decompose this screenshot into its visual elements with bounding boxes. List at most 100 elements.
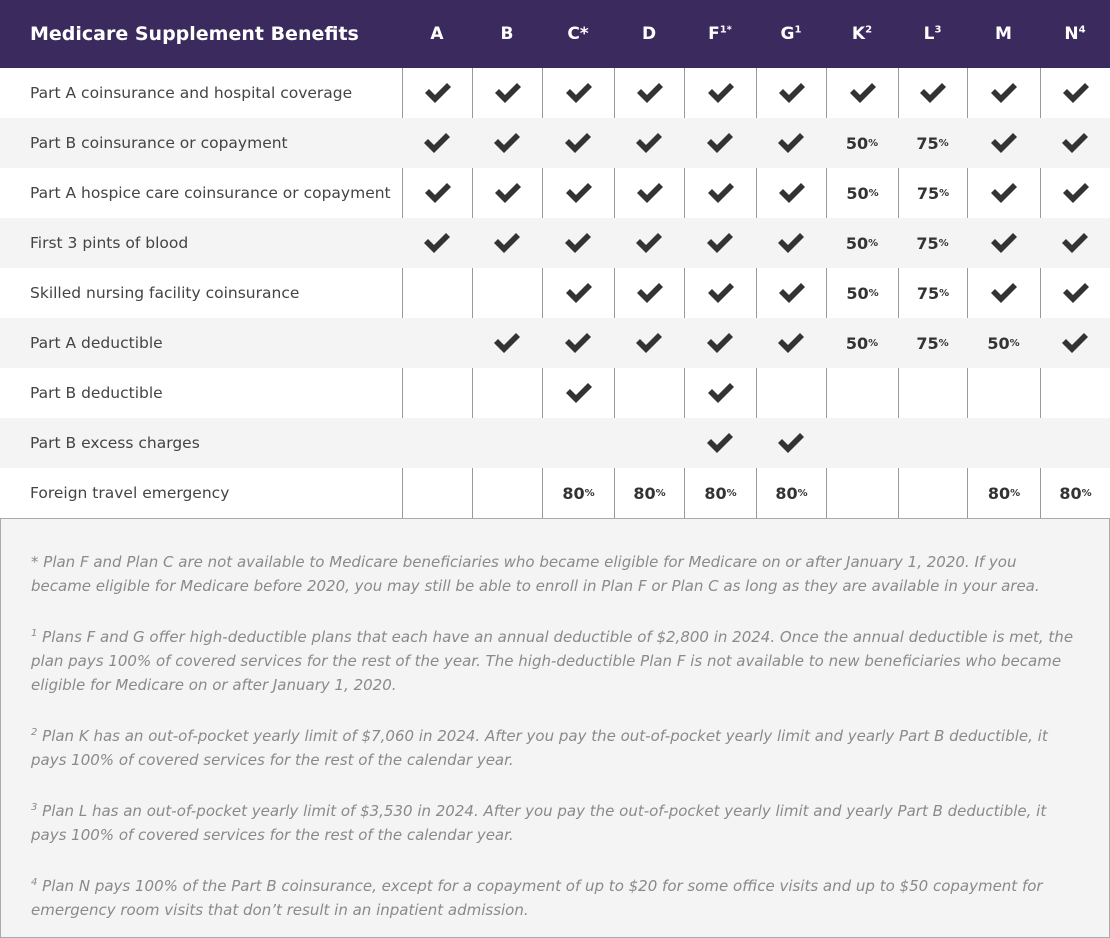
table-cell [542, 418, 614, 468]
table-cell: 80% [756, 468, 826, 518]
column-label: M [995, 24, 1012, 44]
table-cell [402, 318, 472, 368]
check-icon [1062, 133, 1088, 153]
column-label: G [780, 24, 795, 44]
table-cell [402, 368, 472, 418]
column-label: D [641, 24, 657, 44]
cell-value: 80 [633, 483, 656, 503]
footnote-text: Plan N pays 100% of the Part B coinsuran… [31, 877, 1043, 919]
cell-value: 50 [987, 333, 1010, 353]
row-label: Part A hospice care coinsurance or copay… [30, 184, 391, 202]
cell-unit: % [868, 337, 879, 349]
table-cell [614, 218, 684, 268]
footnote-text: Plan F and Plan C are not available to M… [31, 553, 1040, 595]
check-icon [494, 183, 521, 203]
table-cell [1040, 218, 1110, 268]
cell-unit: % [938, 337, 949, 349]
table-cell [1040, 418, 1110, 468]
check-icon [636, 133, 662, 153]
check-icon [636, 283, 663, 303]
check-icon [424, 133, 450, 153]
table-cell [472, 368, 542, 418]
table-cell [684, 168, 756, 218]
column-header: D [614, 24, 684, 44]
table-cell [1040, 118, 1110, 168]
check-icon [1062, 283, 1089, 303]
check-icon [991, 183, 1017, 203]
table-cell [684, 118, 756, 168]
check-icon [707, 233, 733, 253]
table-cell [614, 118, 684, 168]
table-cell [614, 318, 684, 368]
table-cell [684, 268, 756, 318]
table-row: Skilled nursing facility coinsurance 50% 7… [0, 268, 1110, 318]
check-icon [778, 333, 804, 353]
header: Medicare Supplement Benefits A B C* D F1* G1 K… [0, 0, 1110, 68]
check-icon [778, 183, 805, 203]
column-label: B [500, 24, 514, 44]
cell-unit: % [938, 237, 949, 249]
table-cell [542, 168, 614, 218]
footnote-text: Plans F and G offer high-deductible plan… [31, 628, 1074, 694]
check-icon [991, 283, 1017, 303]
cell-value: 75 [916, 183, 940, 203]
footnote-marker: 4 [31, 877, 38, 888]
check-icon [565, 183, 592, 203]
table-cell [472, 268, 542, 318]
table-cell [1040, 318, 1110, 368]
check-icon [636, 233, 662, 253]
cell-value: 50 [846, 183, 869, 203]
check-icon [1062, 333, 1088, 353]
table-cell [614, 168, 684, 218]
check-icon [1062, 233, 1088, 253]
column-header: B [472, 24, 542, 44]
check-icon [778, 433, 804, 453]
cell-unit: % [655, 487, 666, 499]
table-cell [472, 418, 542, 468]
table-cell: 50% [826, 118, 898, 168]
cell-value: 50 [846, 283, 869, 303]
table-cell [472, 118, 542, 168]
table-cell [756, 68, 826, 118]
header-title: Medicare Supplement Benefits [30, 23, 359, 45]
table-cell [756, 118, 826, 168]
table-cell: 50% [967, 318, 1040, 368]
check-icon [494, 133, 520, 153]
cell-value: 75 [916, 233, 939, 253]
table-cell [402, 468, 472, 518]
check-icon [849, 83, 876, 103]
check-icon [565, 283, 592, 303]
footnote: 2 Plan K has an out-of-pocket yearly lim… [31, 721, 1079, 772]
table-cell [614, 418, 684, 468]
row-label: Part B coinsurance or copayment [30, 134, 288, 152]
table-cell [756, 218, 826, 268]
cell-value: 80 [704, 483, 727, 503]
row-label: First 3 pints of blood [30, 234, 189, 252]
check-icon [1062, 83, 1089, 103]
check-icon [424, 183, 451, 203]
cell-unit: % [868, 187, 879, 199]
cell-unit: % [584, 487, 595, 499]
column-sup: 2 [865, 24, 873, 36]
column-label: L [923, 24, 935, 44]
cell-value: 75 [916, 133, 939, 153]
table-cell [402, 68, 472, 118]
check-icon [991, 83, 1017, 103]
column-header: M [967, 24, 1040, 44]
table-cell [472, 168, 542, 218]
check-icon [636, 83, 663, 103]
check-icon [778, 133, 804, 153]
row-label: Foreign travel emergency [30, 484, 230, 502]
table-cell [1040, 368, 1110, 418]
check-icon [424, 233, 450, 253]
table-cell [684, 318, 756, 368]
column-label: N [1064, 24, 1079, 44]
table-cell [967, 268, 1040, 318]
check-icon [778, 233, 804, 253]
table-cell [472, 218, 542, 268]
column-sup: 4 [1078, 24, 1086, 36]
cell-unit: % [939, 287, 950, 299]
table-cell [826, 468, 898, 518]
row-label: Part A coinsurance and hospital coverage [30, 84, 353, 102]
